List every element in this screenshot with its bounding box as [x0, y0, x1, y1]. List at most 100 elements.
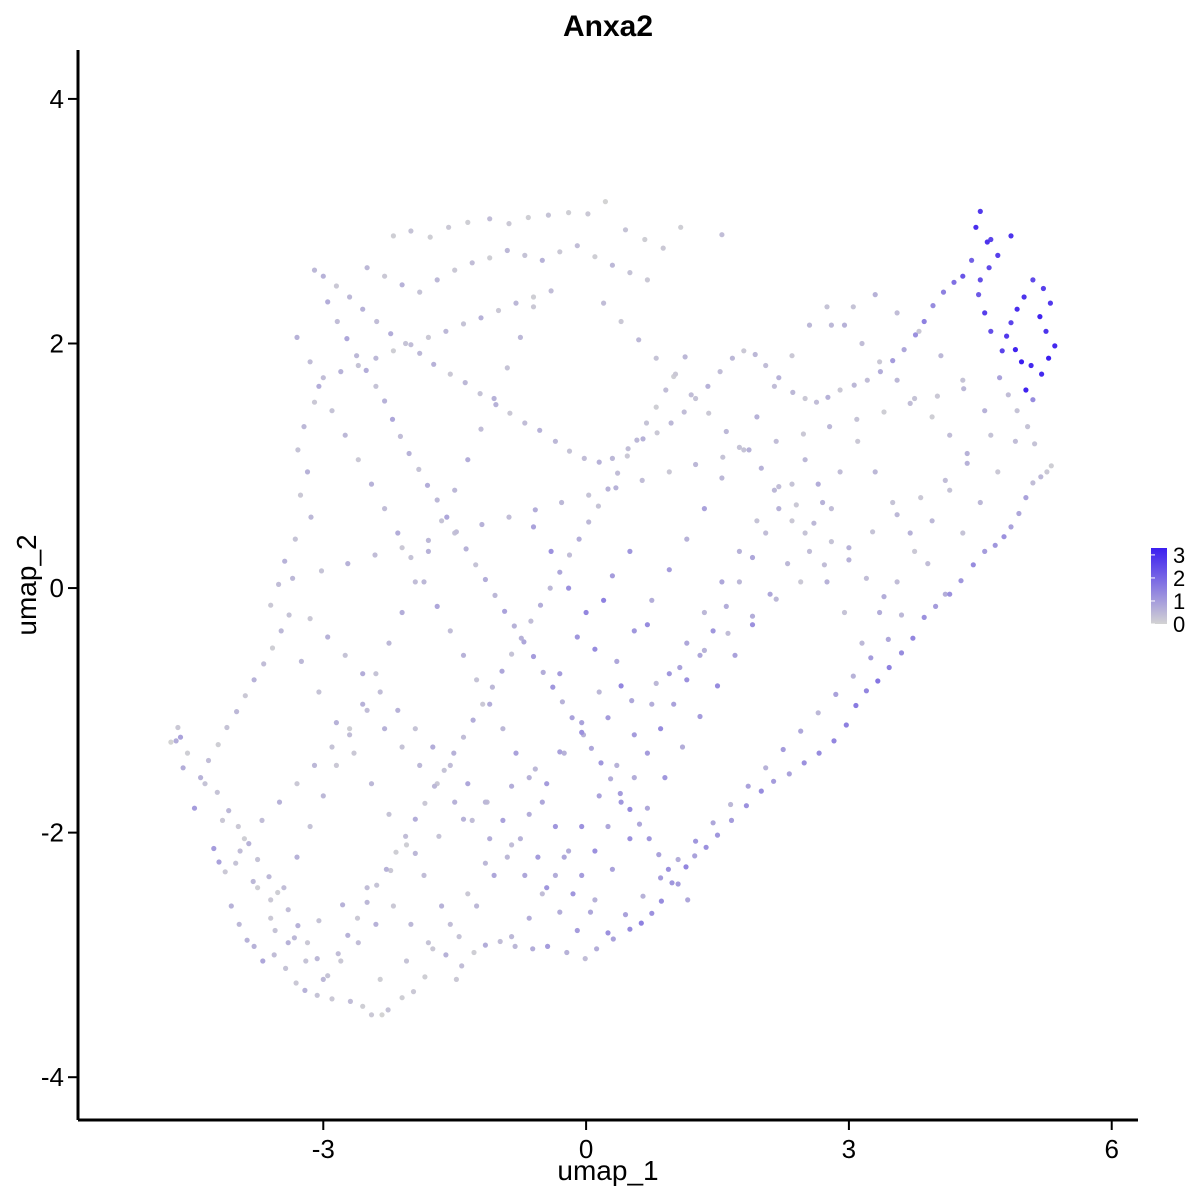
cell-point: [390, 348, 396, 354]
cell-point: [776, 506, 782, 512]
cell-point: [1040, 285, 1046, 292]
cell-point: [877, 369, 884, 375]
cell-point: [802, 395, 808, 402]
cell-point: [723, 428, 729, 435]
cell-point: [491, 395, 497, 402]
cell-point: [997, 375, 1003, 381]
cell-point: [291, 935, 297, 941]
cell-point: [290, 575, 296, 581]
cell-point: [609, 573, 616, 579]
cell-point: [417, 289, 423, 295]
cell-point: [631, 775, 637, 781]
cell-point: [1038, 474, 1044, 480]
cell-point: [545, 212, 552, 218]
x-tick-label: -3: [312, 1134, 335, 1164]
cell-point: [586, 492, 592, 498]
cell-point: [841, 609, 848, 616]
cell-point: [595, 503, 602, 509]
cell-point: [425, 537, 431, 544]
cell-point: [684, 536, 690, 542]
cell-point: [311, 399, 318, 405]
cell-point: [728, 801, 734, 808]
cell-point: [268, 915, 274, 921]
cell-point: [592, 897, 598, 903]
cell-point: [569, 715, 575, 721]
cell-point: [471, 949, 477, 956]
cell-point: [530, 294, 537, 300]
cell-point: [960, 377, 966, 383]
cell-point: [561, 750, 567, 756]
cell-point: [537, 427, 543, 433]
cell-point: [355, 362, 361, 369]
cell-point: [452, 267, 458, 273]
cell-point: [771, 778, 777, 784]
cell-point: [1005, 392, 1011, 398]
cell-point: [758, 465, 764, 471]
cell-point: [347, 732, 353, 738]
cell-point: [168, 739, 174, 745]
cell-point: [719, 232, 725, 238]
cell-point: [544, 885, 550, 891]
cell-point: [912, 548, 918, 555]
cell-point: [184, 750, 191, 756]
cell-point: [412, 579, 418, 585]
cell-point: [942, 591, 948, 597]
cell-point: [482, 799, 488, 805]
cell-point: [526, 915, 532, 921]
cell-point: [500, 726, 506, 732]
cell-point: [800, 431, 807, 437]
cell-point: [771, 383, 778, 389]
cell-point: [1008, 233, 1014, 239]
cell-point: [316, 918, 322, 924]
cell-point: [364, 265, 370, 271]
cell-point: [500, 817, 506, 824]
cell-point: [654, 430, 660, 436]
cell-point: [293, 980, 299, 986]
cell-point: [907, 530, 913, 536]
cell-point: [958, 578, 964, 584]
cell-point: [278, 628, 284, 634]
cell-point: [746, 447, 752, 453]
cell-point: [379, 1012, 385, 1018]
cell-point: [364, 899, 370, 905]
cell-point: [1023, 387, 1029, 393]
cell-point: [385, 1007, 391, 1013]
cell-point: [934, 393, 941, 399]
cell-point: [964, 460, 970, 466]
cell-point: [1030, 277, 1036, 283]
cell-point: [894, 310, 900, 316]
cell-point: [363, 367, 369, 373]
cell-point: [608, 776, 614, 782]
cell-point: [431, 361, 437, 367]
cell-point: [547, 585, 553, 591]
cell-point: [395, 707, 401, 713]
cell-point: [354, 915, 361, 921]
cell-point: [723, 603, 729, 610]
cell-point: [656, 852, 662, 858]
cell-point: [539, 891, 545, 897]
cell-point: [557, 249, 563, 255]
cell-point: [390, 233, 396, 239]
cell-point: [1014, 306, 1020, 312]
cell-point: [982, 310, 988, 316]
cell-point: [831, 738, 837, 744]
cell-point: [622, 227, 629, 233]
cell-point: [1001, 534, 1007, 540]
cell-point: [308, 514, 314, 520]
cell-point: [333, 283, 339, 289]
cell-point: [226, 808, 232, 814]
cell-point: [736, 444, 743, 450]
cell-point: [851, 382, 857, 388]
cell-point: [469, 260, 475, 266]
cell-point: [886, 664, 892, 671]
cell-point: [368, 1012, 375, 1018]
cell-point: [250, 878, 256, 885]
cell-point: [816, 750, 822, 756]
cell-point: [666, 671, 672, 677]
cell-point: [863, 575, 870, 581]
cell-point: [522, 252, 528, 258]
cell-point: [347, 998, 353, 1005]
cell-point: [685, 897, 691, 903]
y-tick-label: 0: [50, 573, 64, 603]
cell-point: [1039, 371, 1045, 377]
